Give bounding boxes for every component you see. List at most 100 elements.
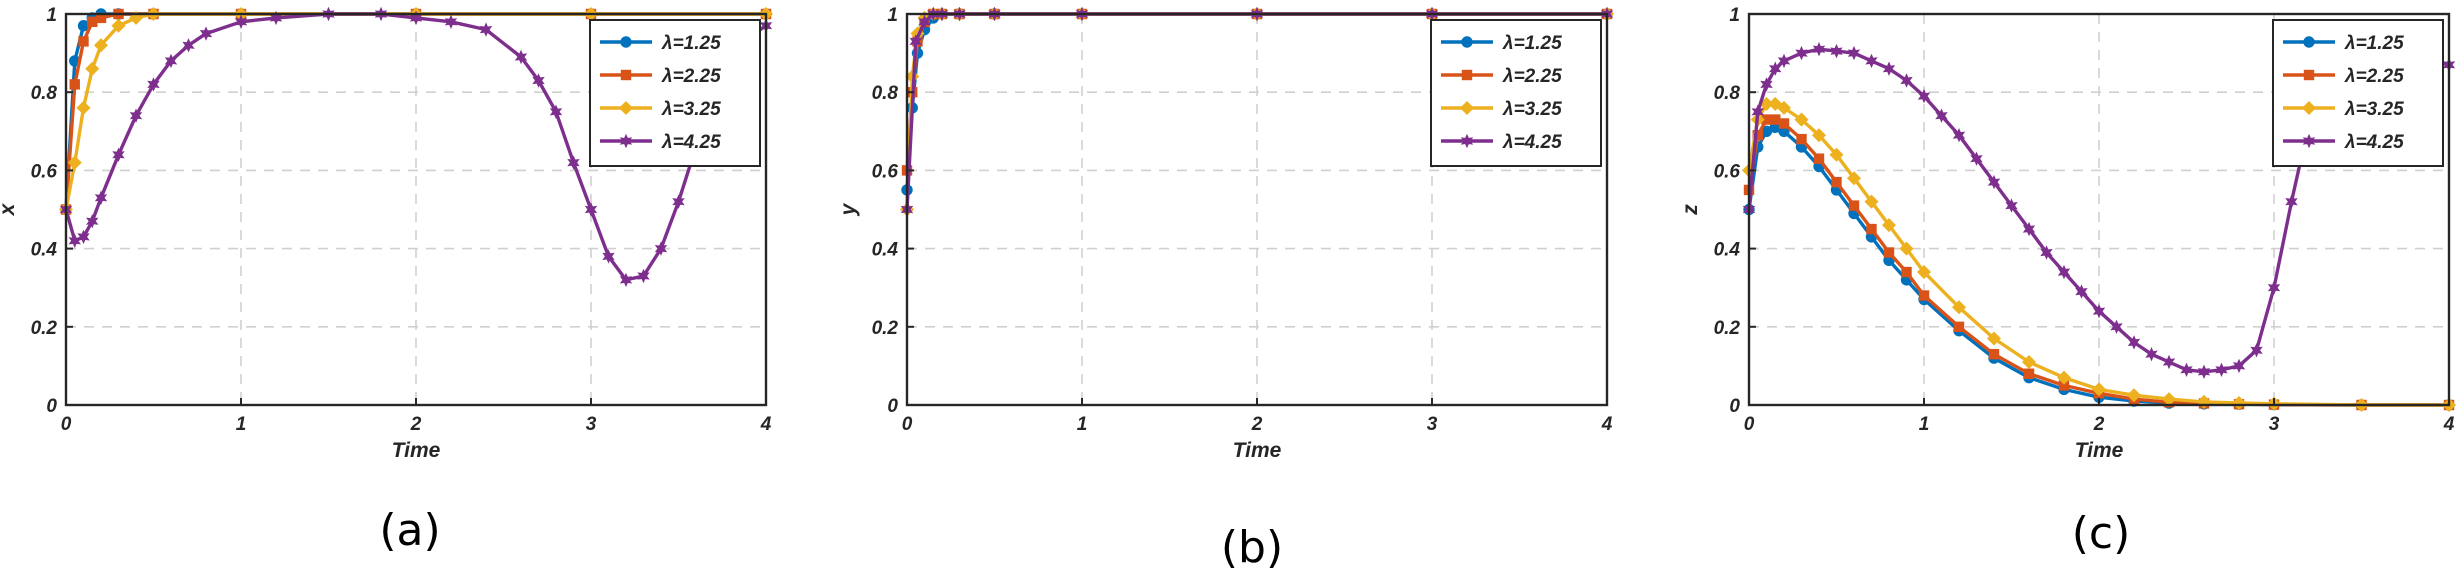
data-point [637,268,650,284]
legend-item-0: λ=1.25 [600,33,721,54]
data-point [1987,174,2001,190]
data-point [1778,118,1790,129]
legend-label: λ=4.25 [2344,132,2404,153]
data-point [444,14,458,29]
data-point [2056,370,2072,385]
tick-label-x: 1 [1077,414,1088,435]
data-point [2021,354,2037,370]
tick-label-x: 3 [1427,414,1438,435]
data-point [67,155,82,170]
data-point [2091,382,2107,397]
tick-label-y: 0.6 [872,161,899,182]
data-point [1846,171,1862,186]
legend-item-1: λ=2.25 [600,66,721,87]
tick-label-y: 1 [46,5,57,26]
tick-label-x: 1 [236,414,247,435]
data-point [1986,331,2002,346]
data-point [619,272,633,288]
data-point [2197,364,2211,379]
data-point [1830,43,1843,59]
data-point [1811,128,1827,143]
data-point [2040,245,2053,260]
x-axis-label: Time [392,439,441,462]
legend-item-2: λ=3.25 [600,99,721,120]
data-point [1831,176,1842,188]
legend-item-3: λ=4.25 [2283,132,2404,153]
tick-label-x: 0 [902,414,913,435]
tick-label-x: 4 [2443,414,2455,435]
data-point [1768,96,1783,111]
data-point [1935,108,1948,123]
data-point [2162,354,2176,370]
legend-label: λ=1.25 [661,33,721,54]
data-point [2057,264,2071,280]
legend-item-3: λ=4.25 [600,132,721,153]
legend-item-0: λ=1.25 [1441,33,1562,54]
data-point [77,229,90,245]
data-point [549,104,563,119]
tick-label-y: 1 [887,5,898,26]
data-point [602,249,615,264]
data-point [76,100,91,115]
data-point [1759,96,1774,111]
data-point [269,10,283,26]
data-point [1900,73,1913,88]
data-point [95,12,107,24]
data-point [87,16,98,28]
legend-marker [1459,100,1475,116]
series-2 [1741,96,2457,413]
data-point [1813,153,1825,164]
data-point [654,241,668,256]
data-point [1952,128,1966,143]
data-point [1770,114,1781,125]
data-point [129,108,143,123]
legend-marker [620,36,632,48]
data-point [2180,362,2193,377]
data-point [78,36,89,47]
data-point [93,38,109,53]
data-point [1795,45,1808,61]
legend-label: λ=2.25 [2344,66,2404,87]
tick-label-x: 0 [1744,414,1755,435]
data-point [1899,241,1914,256]
data-point [567,155,580,170]
data-point [69,79,80,90]
tick-label-x: 1 [1919,414,1930,435]
data-point [1953,321,1965,332]
data-point [1882,61,1896,76]
legend-marker [619,133,633,149]
tick-label-y: 0.2 [1714,318,1741,339]
series-line [1747,43,2450,374]
data-point [2215,362,2228,377]
legend-label: λ=2.25 [661,66,721,87]
y-axis-label: y [837,202,860,216]
data-point [2250,343,2263,358]
data-point [1881,218,1897,233]
panel-caption-c: (c) [2071,508,2131,559]
legend-item-1: λ=2.25 [2283,66,2404,87]
data-point [2075,284,2088,299]
tick-label-y: 0 [887,396,898,417]
data-point [164,53,178,69]
series-layer [1741,38,2457,413]
tick-label-y: 0.8 [1714,83,1741,104]
tick-label-y: 0 [1729,396,1740,417]
legend: λ=1.25 λ=2.25 λ=3.25 λ=4.25 [589,19,761,167]
panel-caption-a: (a) [379,505,441,556]
tick-label-x: 4 [760,414,772,435]
tick-label-y: 0.4 [1714,240,1741,261]
data-point [86,214,99,229]
data-point [2110,319,2123,334]
data-point [2092,304,2106,319]
data-point [1769,61,1782,76]
tick-label-x: 3 [586,414,597,435]
tick-label-y: 0.4 [31,240,58,261]
data-point [1776,100,1792,115]
chart-panel-1: 0 1 2 3 4 0 0.2 0.4 0.6 0.8 1 Time y λ=1.25 λ=2.25 λ=3.… [837,5,1615,462]
data-point [479,22,493,37]
data-point [2022,221,2036,237]
data-point [199,26,213,41]
data-point [1796,133,1807,145]
panel-caption-b: (b) [1220,522,1284,573]
